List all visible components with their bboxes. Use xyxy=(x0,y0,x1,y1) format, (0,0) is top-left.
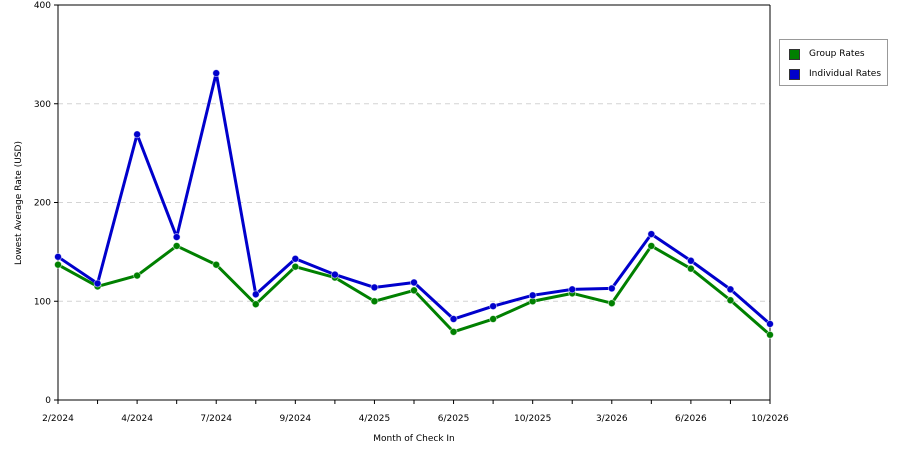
data-point xyxy=(410,286,418,295)
data-point xyxy=(607,284,616,293)
data-point xyxy=(212,260,221,269)
x-tick-label: 7/2024 xyxy=(200,414,232,424)
grid-layer xyxy=(58,103,770,302)
data-point xyxy=(93,279,102,288)
legend-label-individual-rates: Individual Rates xyxy=(809,69,882,79)
legend: Group Rates Individual Rates xyxy=(779,39,888,86)
data-point xyxy=(489,315,498,323)
data-point xyxy=(607,299,616,308)
data-point xyxy=(528,291,537,300)
series-group-rates xyxy=(54,242,774,339)
data-point xyxy=(291,254,300,263)
data-point xyxy=(489,302,498,311)
data-point xyxy=(330,270,339,279)
legend-item-individual-rates: Individual Rates xyxy=(789,67,881,81)
data-point xyxy=(686,256,695,265)
data-point xyxy=(172,242,181,250)
legend-item-group-rates: Group Rates xyxy=(789,47,865,61)
data-point xyxy=(133,130,142,139)
legend-swatch-individual-rates xyxy=(789,68,800,80)
x-tick-label: 10/2026 xyxy=(751,414,789,424)
y-axis-title: Lowest Average Rate (USD) xyxy=(14,141,24,265)
data-point xyxy=(251,290,260,299)
data-point xyxy=(766,330,774,339)
data-point xyxy=(370,283,379,292)
x-tick-label: 3/2026 xyxy=(596,414,628,424)
data-point xyxy=(212,69,221,78)
data-point xyxy=(647,230,656,239)
data-point xyxy=(726,296,735,305)
data-point xyxy=(410,278,418,287)
y-tick-label: 200 xyxy=(34,199,51,209)
y-tick-label: 100 xyxy=(34,297,51,307)
data-point xyxy=(686,264,695,273)
data-point xyxy=(54,252,62,261)
series-layer xyxy=(54,69,774,339)
data-point xyxy=(726,285,735,294)
x-tick-label: 6/2026 xyxy=(675,414,707,424)
data-point xyxy=(766,320,774,328)
y-tick-label: 400 xyxy=(34,1,51,11)
data-point xyxy=(291,262,300,271)
data-point xyxy=(54,260,62,269)
data-point xyxy=(251,300,260,309)
x-tick-label: 10/2025 xyxy=(514,414,551,424)
series-individual-rates xyxy=(54,69,774,328)
x-tick-label: 9/2024 xyxy=(279,414,311,424)
x-tick-label: 6/2025 xyxy=(438,414,470,424)
legend-swatch-group-rates xyxy=(789,48,800,60)
data-point xyxy=(647,242,656,250)
data-point xyxy=(449,327,458,336)
legend-label-group-rates: Group Rates xyxy=(809,49,865,59)
data-point xyxy=(370,297,379,306)
x-tick-label: 4/2025 xyxy=(359,414,391,424)
y-tick-label: 300 xyxy=(34,100,51,110)
x-tick-label: 4/2024 xyxy=(121,414,153,424)
data-point xyxy=(449,315,458,323)
x-axis-title: Month of Check In xyxy=(373,434,455,444)
y-tick-label: 0 xyxy=(45,396,51,406)
ticks-layer: 0 100 200 300 400 2/2024 4/2024 7/2024 9/2024 4/2… xyxy=(34,1,789,424)
data-point xyxy=(568,285,577,294)
data-point xyxy=(172,233,181,241)
data-point xyxy=(133,271,142,280)
x-tick-label: 2/2024 xyxy=(42,414,74,424)
